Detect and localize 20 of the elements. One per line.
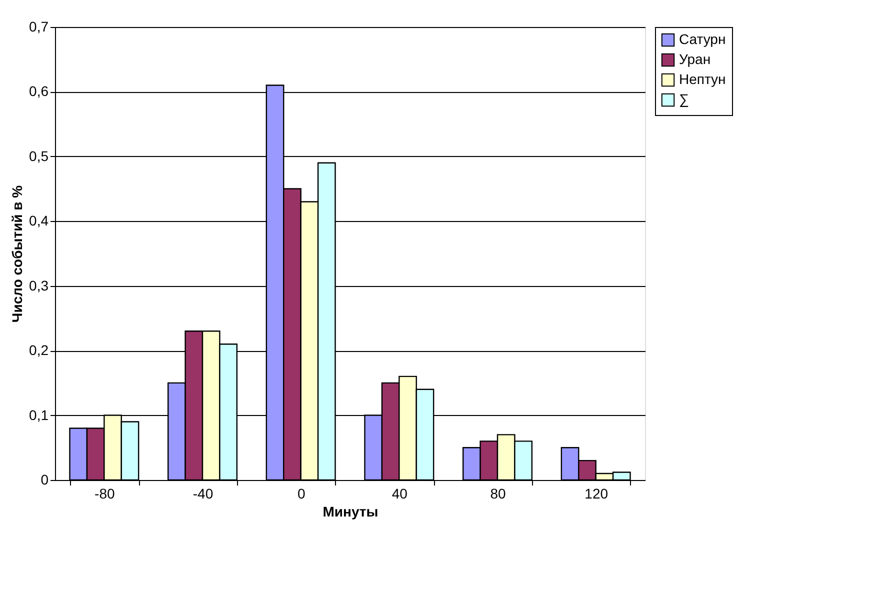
y-tick-label: 0,6 — [29, 83, 49, 100]
x-tick-label: 80 — [490, 486, 506, 502]
y-tick-label: 0,5 — [29, 148, 49, 164]
y-axis-title: Число событий в % — [9, 184, 26, 323]
y-tick-label: 0 — [40, 472, 49, 488]
x-tick-label: -80 — [94, 486, 115, 502]
x-tick-label: -40 — [192, 486, 214, 502]
legend-label: Сатурн — [679, 31, 726, 47]
x-axis-title: Минуты — [322, 504, 378, 520]
x-tick-label: 40 — [392, 486, 408, 502]
legend-label: ∑ — [679, 91, 689, 107]
y-tick-label: 0,3 — [29, 277, 49, 294]
legend-label: Уран — [679, 51, 711, 67]
x-tick-label: 0 — [297, 486, 306, 502]
y-tick-label: 0,4 — [29, 212, 49, 229]
y-tick-label: 0,2 — [29, 342, 49, 358]
y-tick-label: 0,7 — [29, 18, 49, 34]
x-tick-label: 120 — [584, 486, 608, 502]
legend-label: Нептун — [679, 71, 726, 87]
y-tick-label: 0,1 — [29, 406, 49, 423]
